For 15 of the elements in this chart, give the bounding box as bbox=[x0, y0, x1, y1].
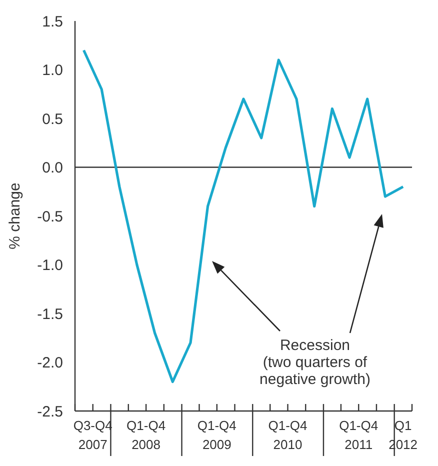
y-tick-label: -2.0 bbox=[37, 354, 63, 372]
y-tick-label: -0.5 bbox=[37, 208, 63, 226]
annotation: Recession (two quarters of negative growth) bbox=[258, 337, 372, 388]
y-tick-label: 1.5 bbox=[42, 13, 63, 30]
x-tick-label: Q1-Q4 2009 bbox=[197, 418, 236, 452]
x-tick-label: Q1-Q4 2010 bbox=[268, 418, 308, 452]
x-tick-label: Q1-Q4 2011 bbox=[339, 418, 378, 452]
y-tick-label: 0.5 bbox=[42, 110, 63, 128]
y-tick-label: -1.5 bbox=[37, 306, 63, 323]
y-tick-label: -1.0 bbox=[37, 257, 63, 274]
y-tick-label: 1.0 bbox=[42, 62, 63, 80]
y-tick-label: 0.0 bbox=[42, 160, 63, 177]
y-axis-title: % change bbox=[6, 182, 24, 250]
x-tick-label: Q1-Q4 2008 bbox=[126, 418, 166, 452]
y-tick-label: -2.5 bbox=[37, 403, 63, 420]
